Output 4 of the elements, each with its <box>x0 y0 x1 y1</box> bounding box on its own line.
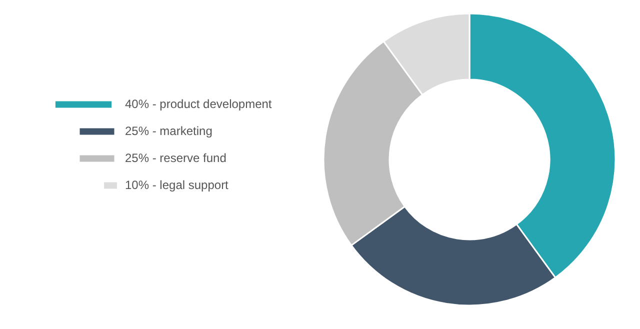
legend-label: 40% - product development <box>125 97 272 111</box>
legend-label: 25% - reserve fund <box>125 151 226 165</box>
legend-label: 25% - marketing <box>125 124 212 138</box>
legend-label: 10% - legal support <box>125 178 228 192</box>
